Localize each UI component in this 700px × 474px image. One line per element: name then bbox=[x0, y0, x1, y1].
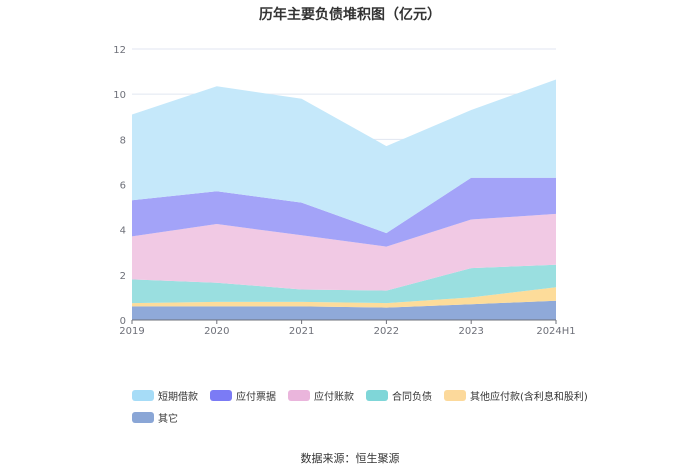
legend-label: 其它 bbox=[158, 413, 178, 425]
legend-item[interactable]: 其它 bbox=[132, 410, 178, 425]
y-axis-tick-labels: 0 2 4 6 8 10 12 bbox=[113, 45, 126, 327]
y-tick-label: 6 bbox=[120, 181, 126, 192]
x-tick-label: 2021 bbox=[289, 326, 314, 337]
area-合同负债 bbox=[132, 264, 556, 304]
legend-swatch bbox=[132, 411, 154, 423]
legend: 短期借款 应付票据 应付账款 合同负债 其他应付款(含利息和股利) 其它 bbox=[132, 388, 612, 425]
area-其他应付款(含利息和股利) bbox=[132, 287, 556, 308]
legend-item[interactable]: 应付票据 bbox=[210, 388, 276, 403]
y-tick-label: 10 bbox=[113, 90, 126, 101]
y-tick-label: 0 bbox=[120, 316, 126, 327]
area-应付账款 bbox=[132, 213, 556, 291]
y-tick-label: 8 bbox=[120, 135, 126, 146]
legend-label: 合同负债 bbox=[392, 391, 432, 403]
legend-swatch bbox=[210, 389, 232, 401]
area-其它 bbox=[132, 300, 556, 320]
area-短期借款 bbox=[132, 79, 556, 234]
legend-item[interactable]: 其他应付款(含利息和股利) bbox=[444, 388, 588, 403]
legend-swatch bbox=[288, 389, 310, 401]
legend-label: 应付账款 bbox=[314, 391, 354, 403]
legend-item[interactable]: 应付账款 bbox=[288, 388, 354, 403]
x-axis: 2019 2020 2021 2022 2023 2024H1 bbox=[119, 319, 576, 337]
data-source-note: 数据来源：恒生聚源 bbox=[300, 452, 400, 465]
y-tick-label: 2 bbox=[120, 271, 126, 282]
legend-swatch bbox=[132, 389, 154, 401]
x-tick-label: 2024H1 bbox=[536, 326, 575, 337]
y-tick-label: 4 bbox=[120, 226, 126, 237]
area-series bbox=[132, 79, 556, 320]
legend-swatch bbox=[444, 389, 466, 401]
x-tick-label: 2023 bbox=[458, 326, 483, 337]
x-tick-label: 2020 bbox=[204, 326, 229, 337]
legend-label: 其他应付款(含利息和股利) bbox=[470, 391, 588, 403]
legend-item[interactable]: 短期借款 bbox=[132, 388, 198, 403]
x-tick-label: 2022 bbox=[374, 326, 399, 337]
legend-item[interactable]: 合同负债 bbox=[366, 388, 432, 403]
y-tick-label: 12 bbox=[113, 45, 126, 56]
area-应付票据 bbox=[132, 177, 556, 247]
legend-swatch bbox=[366, 389, 388, 401]
legend-label: 短期借款 bbox=[158, 391, 198, 403]
legend-label: 应付票据 bbox=[236, 391, 276, 403]
x-tick-label: 2019 bbox=[119, 326, 144, 337]
chart-title: 历年主要负债堆积图（亿元） bbox=[259, 7, 441, 23]
